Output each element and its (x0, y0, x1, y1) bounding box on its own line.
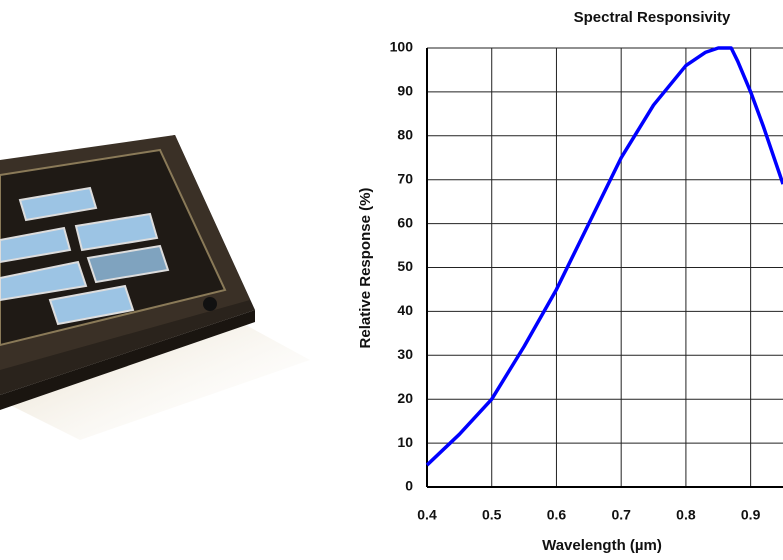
chart-title: Spectral Responsivity (574, 9, 731, 26)
x-tick-label: 0.8 (676, 507, 696, 523)
x-tick-label: 0.6 (547, 507, 567, 523)
y-tick-label: 40 (397, 302, 413, 318)
y-tick-label: 90 (397, 83, 413, 99)
y-axis-label: Relative Response (%) (357, 188, 374, 349)
y-tick-label: 10 (397, 434, 413, 450)
y-tick-label: 80 (397, 127, 413, 143)
y-tick-label: 0 (405, 478, 413, 494)
x-tick-label: 0.9 (741, 507, 761, 523)
x-tick-label: 0.7 (611, 507, 631, 523)
y-tick-label: 30 (397, 346, 413, 362)
x-axis-label: Wavelength (µm) (542, 537, 662, 554)
chip-photo (0, 135, 310, 440)
y-tick-label: 100 (390, 39, 414, 55)
y-tick-label: 60 (397, 214, 413, 230)
data-line (425, 46, 783, 467)
y-tick-label: 50 (397, 258, 413, 274)
y-tick-label: 70 (397, 170, 413, 186)
y-tick-label: 20 (397, 390, 413, 406)
x-tick-label: 0.5 (482, 507, 502, 523)
x-tick-label: 0.4 (417, 507, 437, 523)
